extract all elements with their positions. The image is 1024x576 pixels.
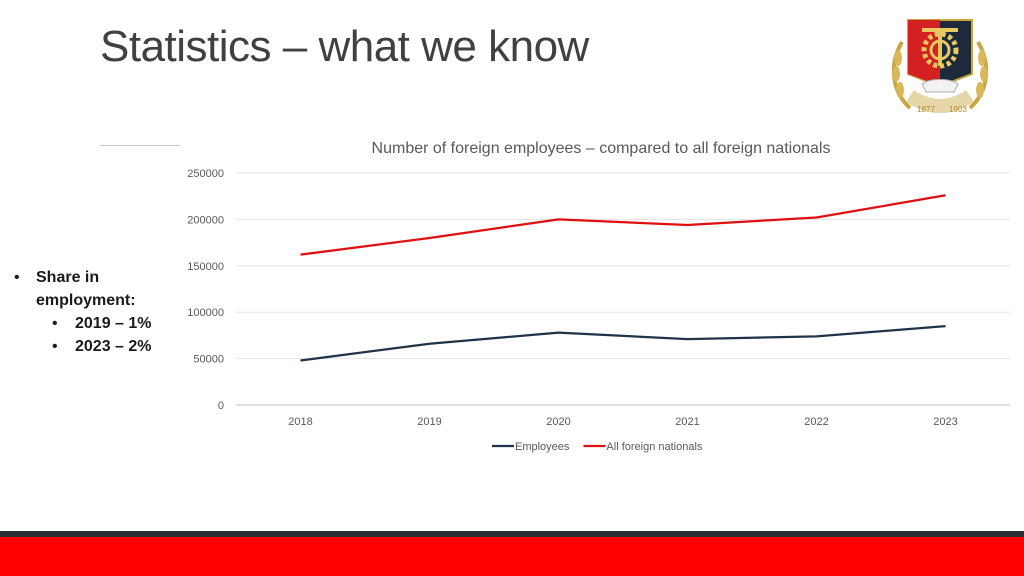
laurel-wreath-icon — [891, 40, 989, 110]
x-tick-label: 2019 — [417, 416, 441, 428]
sub-bullet-2019: 2019 – 1% — [14, 312, 176, 335]
x-tick-label: 2018 — [288, 416, 312, 428]
handshake-icon — [921, 79, 959, 93]
footer-dark-band — [0, 531, 1024, 537]
line-chart: Number of foreign employees – compared t… — [187, 140, 1010, 453]
y-axis-ticks: 0 50000 100000 150000 200000 250000 — [187, 168, 224, 412]
logo-year-left: 1877 — [917, 105, 935, 114]
series-line-employees — [300, 324, 946, 362]
x-tick-label: 2023 — [933, 416, 957, 428]
y-tick-label: 200000 — [187, 214, 224, 226]
x-axis-ticks: 2018 2019 2020 2021 2022 2023 — [288, 416, 957, 428]
x-tick-label: 2022 — [804, 416, 828, 428]
bullet-list: Share in employment: 2019 – 1% 2023 – 2% — [14, 266, 176, 358]
gridlines — [236, 172, 1010, 406]
x-tick-label: 2021 — [675, 416, 699, 428]
y-tick-label: 50000 — [193, 354, 224, 366]
logo-year-right: 1903 — [949, 105, 967, 114]
y-tick-label: 150000 — [187, 261, 224, 273]
footer-red-band — [0, 537, 1024, 576]
slide-title: Statistics – what we know — [100, 22, 589, 71]
chart-title: Number of foreign employees – compared t… — [372, 140, 831, 157]
sub-bullet-2023: 2023 – 2% — [14, 335, 176, 358]
y-tick-label: 100000 — [187, 307, 224, 319]
legend-label: All foreign nationals — [606, 441, 703, 453]
chart-legend: Employees All foreign nationals — [492, 441, 703, 453]
series-line-all-foreign-nationals — [300, 194, 946, 256]
company-emblem-logo: 1877 1903 — [891, 19, 989, 114]
x-tick-label: 2020 — [546, 416, 570, 428]
title-underline — [100, 145, 180, 146]
series-lines — [300, 194, 946, 362]
y-tick-label: 0 — [218, 400, 224, 412]
legend-label: Employees — [515, 441, 570, 453]
y-tick-label: 250000 — [187, 168, 224, 180]
bullet-share-in-employment: Share in employment: — [14, 266, 176, 312]
